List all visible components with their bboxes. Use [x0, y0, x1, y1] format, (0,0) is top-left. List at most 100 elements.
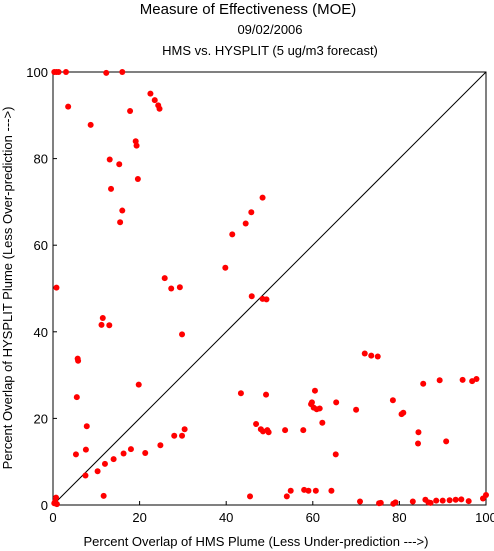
data-point — [356, 498, 363, 505]
data-point — [319, 419, 326, 426]
x-tick-label: 0 — [49, 510, 56, 525]
data-point — [98, 321, 105, 328]
data-point — [119, 69, 126, 75]
data-point — [392, 499, 399, 506]
data-point — [53, 494, 60, 501]
x-tick-label: 40 — [219, 510, 233, 525]
data-point — [119, 207, 126, 214]
chart-title: Measure of Effectiveness (MOE) — [140, 1, 356, 18]
data-point — [328, 487, 335, 494]
y-tick-label: 20 — [34, 411, 48, 426]
plot-area — [52, 71, 487, 506]
data-point — [483, 492, 489, 499]
x-tick-label: 60 — [306, 510, 320, 525]
data-point — [377, 499, 384, 506]
x-tick-label: 80 — [392, 510, 406, 525]
data-point — [473, 375, 480, 382]
data-point — [229, 231, 236, 238]
data-point — [283, 493, 290, 500]
data-point — [400, 409, 407, 416]
data-point — [287, 487, 294, 494]
data-point — [333, 399, 340, 406]
data-point — [106, 156, 113, 163]
diagonal-reference-line — [52, 71, 487, 506]
x-axis-ticks: 0 20 40 60 80 100 — [49, 501, 494, 525]
data-point — [120, 450, 127, 457]
data-point — [247, 493, 254, 500]
data-point — [168, 285, 175, 292]
y-tick-label: 100 — [26, 65, 48, 80]
data-point — [259, 194, 266, 201]
data-point — [116, 161, 123, 168]
data-point — [179, 331, 186, 338]
data-point — [117, 219, 124, 226]
data-point — [439, 497, 446, 504]
data-point — [87, 121, 94, 128]
data-point — [83, 423, 90, 430]
data-point — [108, 185, 115, 192]
data-point — [368, 352, 375, 359]
data-point — [65, 103, 72, 110]
data-point — [82, 472, 89, 479]
data-point — [427, 499, 434, 506]
data-point — [263, 391, 270, 398]
data-point — [242, 220, 249, 227]
data-point — [282, 427, 289, 434]
data-point — [53, 284, 60, 291]
y-axis-ticks: 0 20 40 60 80 100 — [26, 65, 57, 513]
data-point — [415, 440, 422, 447]
data-point — [62, 69, 69, 75]
y-tick-label: 0 — [41, 498, 48, 513]
x-tick-label: 20 — [132, 510, 146, 525]
data-point — [436, 377, 443, 384]
y-tick-label: 80 — [34, 152, 48, 167]
data-point — [409, 498, 416, 505]
data-point — [99, 314, 106, 321]
data-point — [55, 69, 62, 75]
data-point — [222, 264, 229, 271]
data-point — [374, 353, 381, 360]
data-point — [127, 446, 134, 453]
data-point — [82, 446, 89, 453]
data-point — [75, 357, 82, 364]
data-point — [353, 406, 360, 413]
data-point — [452, 496, 459, 503]
data-point — [176, 284, 183, 291]
y-tick-label: 60 — [34, 238, 48, 253]
chart-date: 09/02/2006 — [237, 22, 302, 37]
data-point — [300, 427, 307, 434]
chart-subtitle: HMS vs. HYSPLIT (5 ug/m3 forecast) — [162, 43, 378, 58]
data-point — [308, 399, 315, 406]
data-point — [305, 487, 312, 494]
data-point — [248, 293, 255, 300]
data-point — [100, 492, 107, 499]
x-tick-label: 100 — [475, 510, 494, 525]
data-point — [106, 322, 113, 329]
data-point — [265, 429, 272, 436]
plot-frame — [52, 71, 487, 506]
data-point — [157, 442, 164, 449]
data-point — [101, 460, 108, 467]
data-point — [127, 107, 134, 114]
data-point — [151, 97, 158, 104]
data-point — [260, 428, 267, 435]
data-point — [171, 432, 178, 439]
data-point — [156, 105, 163, 112]
data-point — [253, 421, 260, 428]
data-point — [72, 451, 79, 458]
x-axis-label: Percent Overlap of HMS Plume (Less Under… — [84, 534, 429, 549]
data-point — [147, 90, 154, 97]
data-point — [237, 390, 244, 397]
data-point — [446, 497, 453, 504]
data-point — [179, 432, 186, 439]
data-point — [332, 451, 339, 458]
data-point — [433, 497, 440, 504]
data-point — [134, 175, 141, 182]
data-point — [103, 69, 110, 76]
data-point — [110, 456, 117, 463]
data-point — [361, 350, 368, 357]
data-point — [248, 209, 255, 216]
data-point — [94, 468, 101, 475]
y-tick-label: 40 — [34, 325, 48, 340]
